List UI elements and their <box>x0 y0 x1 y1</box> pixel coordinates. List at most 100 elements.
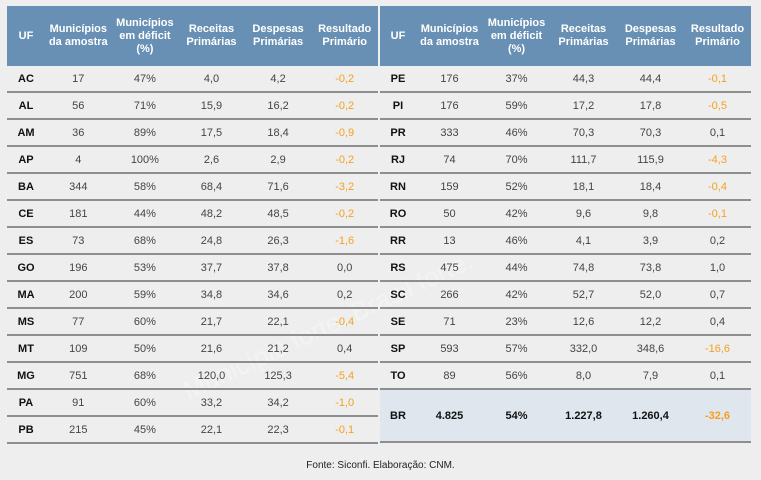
cell-resultado: -0,2 <box>311 200 378 228</box>
cell-municipios-amostra: 176 <box>416 66 483 93</box>
cell-uf: TO <box>380 362 416 390</box>
table-row: GO 196 53% 37,7 37,8 0,0 <box>7 254 378 282</box>
cell-municipios-amostra: 266 <box>416 281 483 309</box>
cell-despesas: 18,4 <box>617 173 684 201</box>
cell-uf: MG <box>7 362 45 390</box>
results-table-left: UF Municípios da amostra Municípios em d… <box>7 6 378 444</box>
cell-despesas: 52,0 <box>617 281 684 309</box>
table-row: PB 215 45% 22,1 22,3 -0,1 <box>7 416 378 444</box>
table-row: TO 89 56% 8,0 7,9 0,1 <box>380 362 751 390</box>
cell-municipios-deficit: 68% <box>111 227 179 255</box>
cell-despesas: 48,5 <box>244 200 312 228</box>
cell-despesas: 44,4 <box>617 66 684 93</box>
table-row: MA 200 59% 34,8 34,6 0,2 <box>7 281 378 309</box>
cell-municipios-amostra: 475 <box>416 254 483 282</box>
header-uf: UF <box>7 6 45 66</box>
cell-municipios-amostra: 71 <box>416 308 483 336</box>
table-row: RS 475 44% 74,8 73,8 1,0 <box>380 254 751 282</box>
cell-despesas: 12,2 <box>617 308 684 336</box>
header-row: UF Municípios da amostra Municípios em d… <box>7 6 378 66</box>
header-despesas: Despesas Primárias <box>617 6 684 66</box>
cell-uf: PR <box>380 119 416 147</box>
header-resultado: Resultado Primário <box>311 6 378 66</box>
cell-receitas: 44,3 <box>550 66 617 93</box>
table-row: PE 176 37% 44,3 44,4 -0,1 <box>380 66 751 93</box>
cell-uf: BA <box>7 173 45 201</box>
cell-municipios-deficit: 44% <box>111 200 179 228</box>
cell-despesas: 2,9 <box>244 146 312 174</box>
cell-receitas: 52,7 <box>550 281 617 309</box>
cell-resultado: 0,2 <box>684 227 751 255</box>
cell-municipios-deficit: 45% <box>111 416 179 444</box>
cell-municipios-deficit: 44% <box>483 254 550 282</box>
cell-uf: RN <box>380 173 416 201</box>
cell-receitas: 74,8 <box>550 254 617 282</box>
cell-despesas: 71,6 <box>244 173 312 201</box>
cell-municipios-deficit: 70% <box>483 146 550 174</box>
cell-resultado: -1,0 <box>311 389 378 417</box>
cell-despesas: 348,6 <box>617 335 684 363</box>
cell-despesas: 21,2 <box>244 335 312 363</box>
cell-municipios-deficit: 42% <box>483 200 550 228</box>
cell-receitas: 70,3 <box>550 119 617 147</box>
cell-uf: MT <box>7 335 45 363</box>
cell-uf: SC <box>380 281 416 309</box>
cell-uf: PE <box>380 66 416 93</box>
cell-uf: RS <box>380 254 416 282</box>
cell-municipios-amostra: 91 <box>45 389 112 417</box>
cell-uf: PB <box>7 416 45 444</box>
header-receitas: Receitas Primárias <box>550 6 617 66</box>
cell-despesas: 16,2 <box>244 92 312 120</box>
cell-municipios-amostra: 181 <box>45 200 112 228</box>
cell-municipios-amostra: 13 <box>416 227 483 255</box>
cell-receitas: 8,0 <box>550 362 617 390</box>
cell-resultado: -32,6 <box>684 389 751 443</box>
cell-despesas: 3,9 <box>617 227 684 255</box>
cell-municipios-deficit: 37% <box>483 66 550 93</box>
cell-despesas: 22,3 <box>244 416 312 444</box>
cell-municipios-amostra: 333 <box>416 119 483 147</box>
cell-uf: GO <box>7 254 45 282</box>
cell-municipios-deficit: 59% <box>483 92 550 120</box>
cell-resultado: -0,9 <box>311 119 378 147</box>
cell-uf: AP <box>7 146 45 174</box>
cell-uf: BR <box>380 389 416 443</box>
total-row: BR 4.825 54% 1.227,8 1.260,4 -32,6 <box>380 389 751 443</box>
cell-municipios-deficit: 57% <box>483 335 550 363</box>
cell-resultado: -0,1 <box>684 66 751 93</box>
cell-resultado: -0,1 <box>684 200 751 228</box>
table-row: MG 751 68% 120,0 125,3 -5,4 <box>7 362 378 390</box>
header-municipios-amostra: Municípios da amostra <box>45 6 112 66</box>
table-row: PR 333 46% 70,3 70,3 0,1 <box>380 119 751 147</box>
cell-municipios-amostra: 73 <box>45 227 112 255</box>
cell-municipios-deficit: 53% <box>111 254 179 282</box>
table-row: AP 4 100% 2,6 2,9 -0,2 <box>7 146 378 174</box>
cell-receitas: 22,1 <box>178 416 245 444</box>
cell-receitas: 15,9 <box>178 92 245 120</box>
cell-despesas: 34,6 <box>244 281 312 309</box>
cell-municipios-deficit: 89% <box>111 119 179 147</box>
cell-resultado: -1,6 <box>311 227 378 255</box>
cell-municipios-deficit: 46% <box>483 227 550 255</box>
header-receitas: Receitas Primárias <box>178 6 245 66</box>
table-row: RO 50 42% 9,6 9,8 -0,1 <box>380 200 751 228</box>
cell-resultado: -16,6 <box>684 335 751 363</box>
cell-resultado: -0,2 <box>311 66 378 93</box>
table-row: AC 17 47% 4,0 4,2 -0,2 <box>7 66 378 93</box>
cell-resultado: -0,5 <box>684 92 751 120</box>
cell-municipios-deficit: 58% <box>111 173 179 201</box>
cell-uf: AC <box>7 66 45 93</box>
cell-resultado: 1,0 <box>684 254 751 282</box>
header-uf: UF <box>380 6 416 66</box>
cell-municipios-amostra: 751 <box>45 362 112 390</box>
table-row: RR 13 46% 4,1 3,9 0,2 <box>380 227 751 255</box>
cell-uf: SE <box>380 308 416 336</box>
cell-resultado: -3,2 <box>311 173 378 201</box>
cell-municipios-amostra: 77 <box>45 308 112 336</box>
cell-receitas: 33,2 <box>178 389 245 417</box>
cell-municipios-deficit: 47% <box>111 66 179 93</box>
cell-receitas: 17,5 <box>178 119 245 147</box>
cell-resultado: 0,4 <box>311 335 378 363</box>
cell-uf: PA <box>7 389 45 417</box>
cell-despesas: 7,9 <box>617 362 684 390</box>
